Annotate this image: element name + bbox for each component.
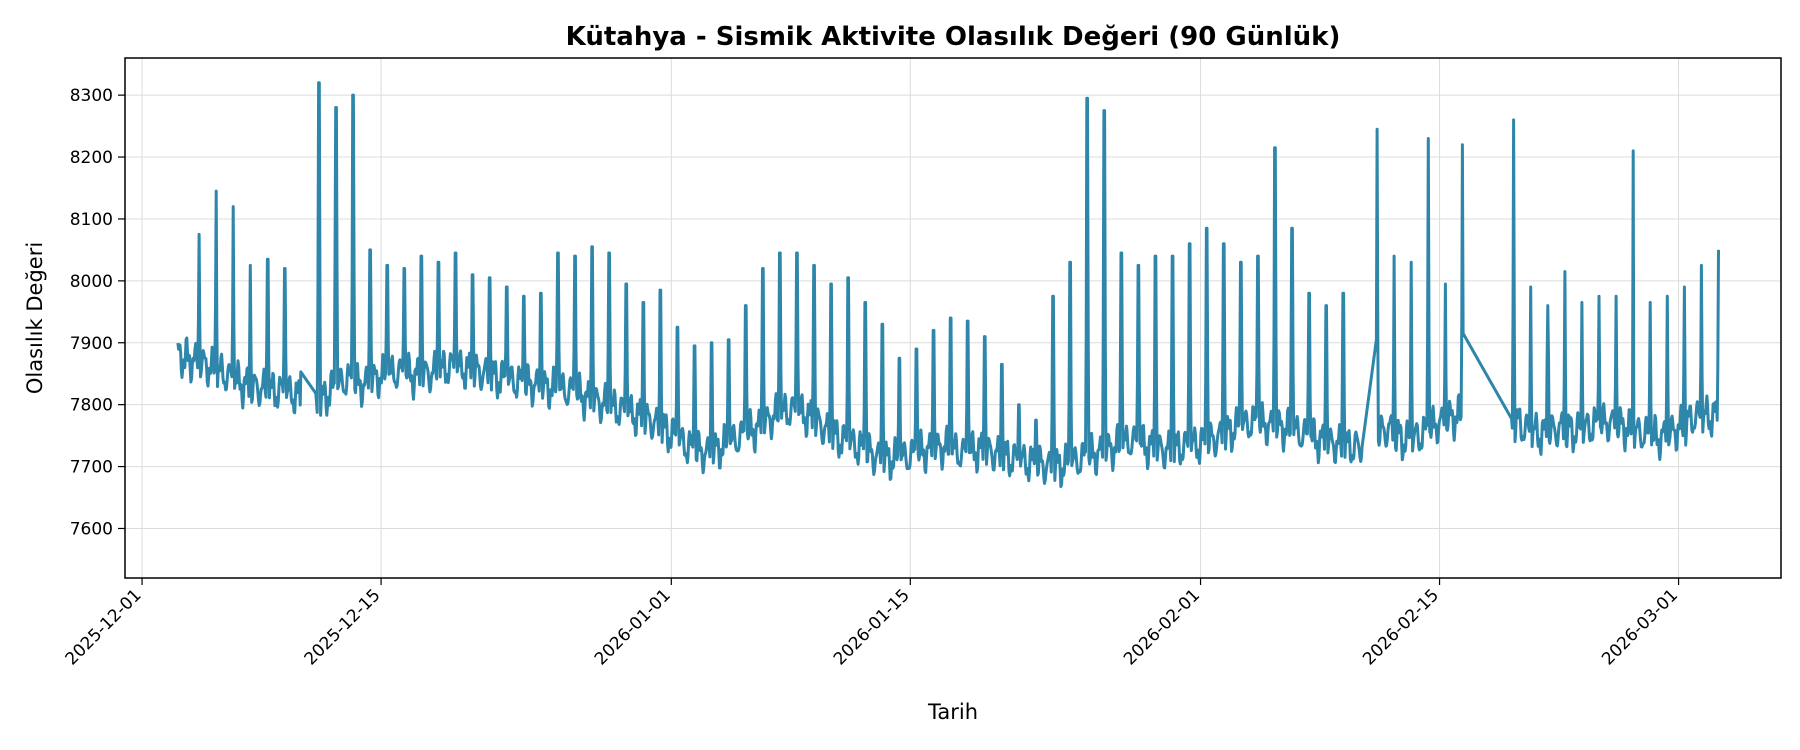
plot-frame [124, 57, 1782, 579]
y-tick-label: 7600 [70, 519, 113, 539]
series-layer [176, 81, 1720, 554]
y-tick-label: 8300 [70, 86, 113, 106]
y-tick-label: 7800 [70, 396, 113, 416]
y-tick-label: 8000 [70, 272, 113, 292]
y-tick-label: 8200 [70, 148, 113, 168]
y-tick-label: 8100 [70, 210, 113, 230]
y-tick-label: 7700 [70, 458, 113, 478]
y-axis-label: Olasılık Değeri [23, 242, 47, 394]
x-axis-label: Tarih [927, 700, 978, 724]
y-axis: 7600 7700 7800 7900 8000 8100 8200 8300 [70, 86, 125, 539]
chart-title: Kütahya - Sismik Aktivite Olasılık Değer… [566, 22, 1341, 52]
y-tick-label: 7900 [70, 334, 113, 354]
series-line [176, 81, 1720, 489]
